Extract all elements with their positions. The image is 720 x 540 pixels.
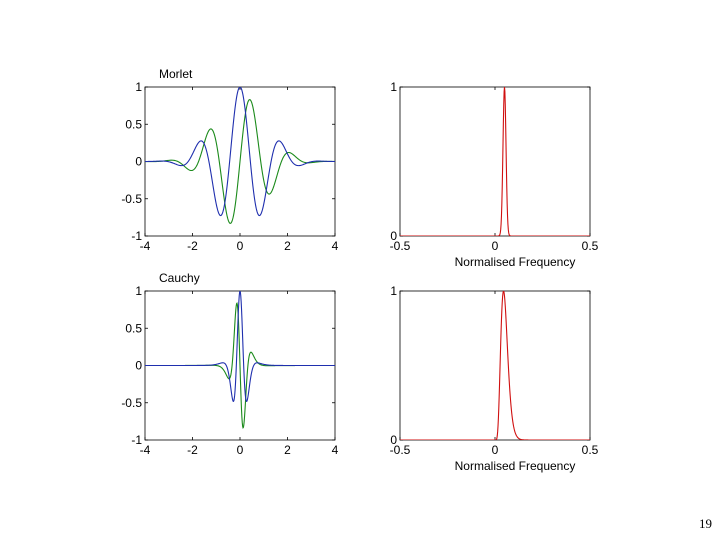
chart-morlet-time: -4 -2 0 2 4 -1 -0.5 0 0.5 1 Morlet: [121, 67, 338, 253]
x-tick-label: -0.5: [390, 443, 411, 457]
chart-title: Morlet: [159, 67, 193, 81]
x-tick-label: 0: [492, 239, 499, 253]
chart-title: Cauchy: [159, 271, 200, 285]
y-tick-label: 1: [390, 284, 397, 298]
x-tick-label: -4: [140, 443, 151, 457]
y-tick-label: 0: [135, 359, 142, 373]
axes-box: [399, 290, 591, 441]
series-imaginary-line: [145, 99, 335, 224]
x-tick-label: 2: [284, 443, 291, 457]
y-tick-label: -1: [131, 229, 142, 243]
x-tick-label: -0.5: [390, 239, 411, 253]
y-tick-label: -1: [131, 433, 142, 447]
x-tick-label: 0: [237, 443, 244, 457]
x-tick-label: 0: [237, 239, 244, 253]
y-tick-label: -0.5: [121, 396, 142, 410]
x-tick-label: -2: [187, 443, 198, 457]
x-tick-label: 4: [332, 239, 339, 253]
x-axis-label: Normalised Frequency: [455, 255, 576, 269]
y-tick-label: -0.5: [121, 192, 142, 206]
x-tick-label: 0.5: [582, 443, 599, 457]
series-real-line: [145, 291, 335, 402]
y-tick-label: 1: [390, 80, 397, 94]
series-magnitude-line: [400, 291, 590, 440]
page-number: 19: [699, 516, 712, 531]
y-tick-label: 1: [135, 284, 142, 298]
x-tick-label: 0.5: [582, 239, 599, 253]
x-tick-label: 0: [492, 443, 499, 457]
y-tick-label: 1: [135, 80, 142, 94]
x-tick-label: -2: [187, 239, 198, 253]
series-real-line: [145, 87, 335, 217]
series-magnitude-line: [400, 87, 590, 236]
y-tick-label: 0: [390, 229, 397, 243]
x-tick-label: 2: [284, 239, 291, 253]
y-tick-label: 0: [135, 155, 142, 169]
y-tick-label: 0.5: [125, 117, 142, 131]
chart-cauchy-time: -4 -2 0 2 4 -1 -0.5 0 0.5 1 Cauchy: [121, 271, 338, 457]
x-tick-label: 4: [332, 443, 339, 457]
x-axis-label: Normalised Frequency: [455, 459, 576, 473]
y-tick-label: 0.5: [125, 321, 142, 335]
y-tick-label: 0: [390, 433, 397, 447]
axes-box: [399, 86, 591, 237]
x-tick-label: -4: [140, 239, 151, 253]
